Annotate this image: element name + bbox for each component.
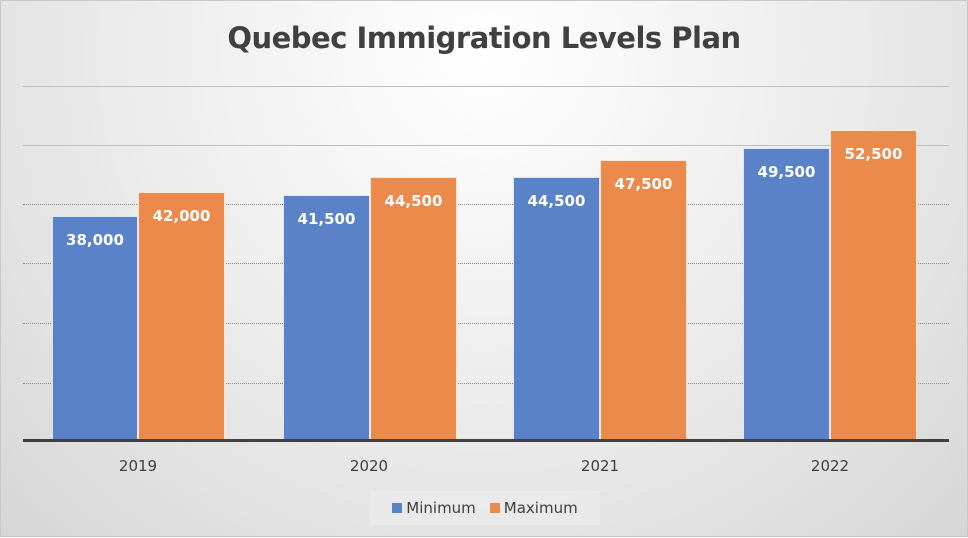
data-label: 44,500 [527, 192, 586, 210]
gridline [23, 145, 949, 147]
data-label: 38,000 [66, 231, 124, 249]
bar-minimum-2022[interactable]: 49,500 [743, 148, 830, 440]
legend: Minimum Maximum [370, 491, 600, 525]
data-label: 42,000 [152, 207, 211, 225]
legend-swatch-maximum [489, 503, 500, 513]
data-label: 47,500 [614, 175, 673, 193]
gridline [23, 86, 949, 88]
x-tick-label: 2019 [118, 457, 158, 475]
plot-area: 38,000 42,000 41,500 44,500 44,500 47,50… [23, 1, 949, 538]
bar-maximum-2022[interactable]: 52,500 [830, 130, 917, 440]
legend-label: Minimum [406, 499, 476, 517]
data-label: 49,500 [757, 163, 816, 181]
legend-swatch-minimum [392, 503, 403, 513]
data-label: 44,500 [384, 192, 443, 210]
legend-label: Maximum [503, 499, 578, 517]
bar-minimum-2021[interactable]: 44,500 [513, 177, 600, 440]
gridline [23, 204, 949, 206]
gridline [23, 323, 949, 325]
chart-title: Quebec Immigration Levels Plan [227, 21, 741, 55]
legend-item-maximum[interactable]: Maximum [489, 499, 578, 517]
data-label: 52,500 [844, 145, 903, 163]
bar-minimum-2019[interactable]: 38,000 [52, 216, 138, 440]
bar-maximum-2021[interactable]: 47,500 [600, 160, 687, 440]
bar-maximum-2020[interactable]: 44,500 [370, 177, 457, 440]
x-tick-label: 2022 [810, 457, 850, 475]
legend-item-minimum[interactable]: Minimum [392, 499, 476, 517]
x-tick-label: 2021 [580, 457, 620, 475]
gridline [23, 383, 949, 385]
x-tick-label: 2020 [349, 457, 389, 475]
x-axis-line [23, 439, 949, 442]
data-label: 41,500 [297, 210, 356, 228]
bar-maximum-2019[interactable]: 42,000 [138, 192, 225, 440]
gridline [23, 263, 949, 265]
bar-minimum-2020[interactable]: 41,500 [283, 195, 370, 440]
